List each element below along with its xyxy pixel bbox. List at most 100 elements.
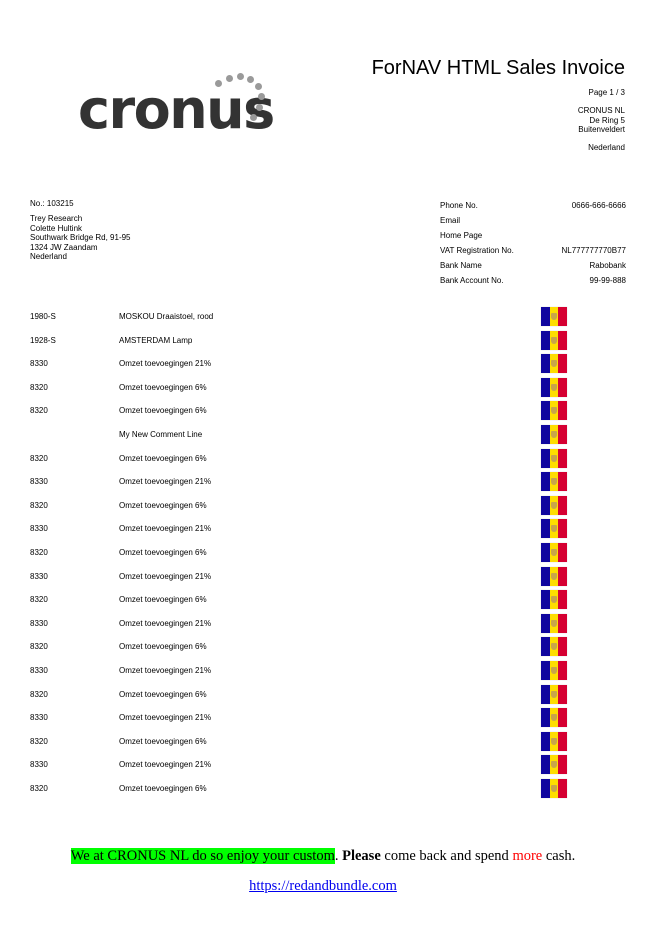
info-label: Phone No. bbox=[440, 201, 478, 210]
invoice-line: 8330 Omzet toevoegingen 21% bbox=[30, 470, 570, 494]
line-item-no: 8320 bbox=[30, 783, 48, 793]
info-value: Rabobank bbox=[589, 261, 626, 270]
line-description: Omzet toevoegingen 21% bbox=[119, 618, 212, 628]
invoice-line: My New Comment Line bbox=[30, 423, 570, 447]
invoice-line: 8320 Omzet toevoegingen 6% bbox=[30, 730, 570, 754]
invoice-line: 8330 Omzet toevoegingen 21% bbox=[30, 565, 570, 589]
customer-contact: Colette Hultink bbox=[30, 223, 83, 233]
invoice-line: 8320 Omzet toevoegingen 6% bbox=[30, 777, 570, 801]
line-item-no: 8330 bbox=[30, 524, 48, 534]
line-description: Omzet toevoegingen 21% bbox=[119, 524, 212, 534]
line-item-no: 8320 bbox=[30, 453, 48, 463]
line-description: Omzet toevoegingen 21% bbox=[119, 713, 212, 723]
footer-red-text: more bbox=[512, 848, 543, 864]
andorra-flag-icon bbox=[541, 424, 568, 444]
logo-dot-icon bbox=[247, 76, 254, 83]
invoice-line: 8330 Omzet toevoegingen 21% bbox=[30, 352, 570, 376]
andorra-flag-icon bbox=[541, 542, 568, 562]
invoice-line: 8320 Omzet toevoegingen 6% bbox=[30, 376, 570, 400]
info-label: Bank Name bbox=[440, 261, 482, 270]
line-description: AMSTERDAM Lamp bbox=[119, 335, 193, 345]
info-label: Email bbox=[440, 216, 461, 225]
info-value: NL777777770B77 bbox=[561, 246, 626, 255]
invoice-line: 1928-S AMSTERDAM Lamp bbox=[30, 329, 570, 353]
line-description: Omzet toevoegingen 6% bbox=[119, 406, 207, 416]
company-info-table: Phone No. 0666-666-6666 Email Home Page … bbox=[440, 201, 626, 291]
invoice-line: 8330 Omzet toevoegingen 21% bbox=[30, 612, 570, 636]
line-description: Omzet toevoegingen 6% bbox=[119, 382, 207, 392]
footer-mid-text: come back and spend bbox=[380, 848, 513, 864]
logo-dot-icon bbox=[256, 104, 263, 111]
line-description: Omzet toevoegingen 6% bbox=[119, 689, 207, 699]
customer-address: Trey Research Colette Hultink Southwark … bbox=[30, 214, 131, 262]
page-number: Page 1 / 3 bbox=[588, 88, 625, 97]
line-description: My New Comment Line bbox=[119, 429, 203, 439]
line-item-no: 8320 bbox=[30, 382, 48, 392]
info-label: VAT Registration No. bbox=[440, 246, 514, 255]
cronus-logo: cronus bbox=[78, 72, 278, 142]
andorra-flag-icon bbox=[541, 566, 568, 586]
customer-name: Trey Research bbox=[30, 214, 83, 223]
invoice-line: 8330 Omzet toevoegingen 21% bbox=[30, 753, 570, 777]
invoice-line: 8320 Omzet toevoegingen 6% bbox=[30, 635, 570, 659]
line-description: Omzet toevoegingen 6% bbox=[119, 736, 207, 746]
info-row-home-page: Home Page bbox=[440, 231, 626, 246]
info-row-vat: VAT Registration No. NL777777770B77 bbox=[440, 246, 626, 261]
line-item-no: 8320 bbox=[30, 406, 48, 416]
andorra-flag-icon bbox=[541, 377, 568, 397]
line-description: Omzet toevoegingen 6% bbox=[119, 595, 207, 605]
logo-dot-icon bbox=[255, 83, 262, 90]
line-item-no: 8320 bbox=[30, 642, 48, 652]
footer-highlight-text: We at CRONUS NL do so enjoy your custom bbox=[70, 848, 335, 864]
invoice-line: 8320 Omzet toevoegingen 6% bbox=[30, 399, 570, 423]
invoice-line: 8320 Omzet toevoegingen 6% bbox=[30, 541, 570, 565]
line-description: Omzet toevoegingen 21% bbox=[119, 571, 212, 581]
line-description: Omzet toevoegingen 6% bbox=[119, 453, 207, 463]
company-address: CRONUS NL De Ring 5 Buitenveldert bbox=[578, 106, 625, 135]
andorra-flag-icon bbox=[541, 448, 568, 468]
logo-dot-icon bbox=[258, 93, 265, 100]
line-description: Omzet toevoegingen 21% bbox=[119, 665, 212, 675]
andorra-flag-icon bbox=[541, 637, 568, 657]
company-country: Nederland bbox=[588, 143, 625, 152]
info-value: 99-99-888 bbox=[589, 276, 626, 285]
line-item-no: 8320 bbox=[30, 736, 48, 746]
invoice-lines: 1980-S MOSKOU Draaistoel, rood 1928-S AMSTE… bbox=[30, 305, 570, 800]
line-item-no: 8320 bbox=[30, 689, 48, 699]
invoice-line: 8320 Omzet toevoegingen 6% bbox=[30, 683, 570, 707]
company-street: De Ring 5 bbox=[589, 115, 625, 125]
line-description: Omzet toevoegingen 21% bbox=[119, 359, 212, 369]
info-row-bank-account: Bank Account No. 99-99-888 bbox=[440, 276, 626, 291]
line-item-no: 8330 bbox=[30, 359, 48, 369]
info-row-phone: Phone No. 0666-666-6666 bbox=[440, 201, 626, 216]
andorra-flag-icon bbox=[541, 755, 568, 775]
line-item-no: 8330 bbox=[30, 713, 48, 723]
footer-period: . bbox=[334, 848, 343, 864]
andorra-flag-icon bbox=[541, 330, 568, 350]
document-title: ForNAV HTML Sales Invoice bbox=[371, 57, 625, 79]
andorra-flag-icon bbox=[541, 495, 568, 515]
line-item-no: 8330 bbox=[30, 477, 48, 487]
invoice-line: 8320 Omzet toevoegingen 6% bbox=[30, 447, 570, 471]
andorra-flag-icon bbox=[541, 590, 568, 610]
footer-link-container: https://redandbundle.com bbox=[0, 878, 646, 895]
logo-text: cronus bbox=[78, 78, 275, 141]
logo-dot-icon bbox=[226, 75, 233, 82]
customer-city: 1324 JW Zaandam bbox=[30, 242, 98, 252]
invoice-number: No.: 103215 bbox=[30, 199, 74, 208]
andorra-flag-icon bbox=[541, 660, 568, 680]
andorra-flag-icon bbox=[541, 731, 568, 751]
andorra-flag-icon bbox=[541, 354, 568, 374]
invoice-line: 8330 Omzet toevoegingen 21% bbox=[30, 706, 570, 730]
website-link[interactable]: https://redandbundle.com bbox=[249, 878, 397, 894]
line-item-no: 8330 bbox=[30, 760, 48, 770]
invoice-line: 1980-S MOSKOU Draaistoel, rood bbox=[30, 305, 570, 329]
info-label: Bank Account No. bbox=[440, 276, 504, 285]
line-description: Omzet toevoegingen 21% bbox=[119, 477, 212, 487]
andorra-flag-icon bbox=[541, 708, 568, 728]
footer-end-text: cash. bbox=[542, 848, 576, 864]
logo-dot-icon bbox=[237, 73, 244, 80]
logo-dot-icon bbox=[250, 114, 257, 121]
andorra-flag-icon bbox=[541, 519, 568, 539]
customer-country: Nederland bbox=[30, 252, 67, 261]
